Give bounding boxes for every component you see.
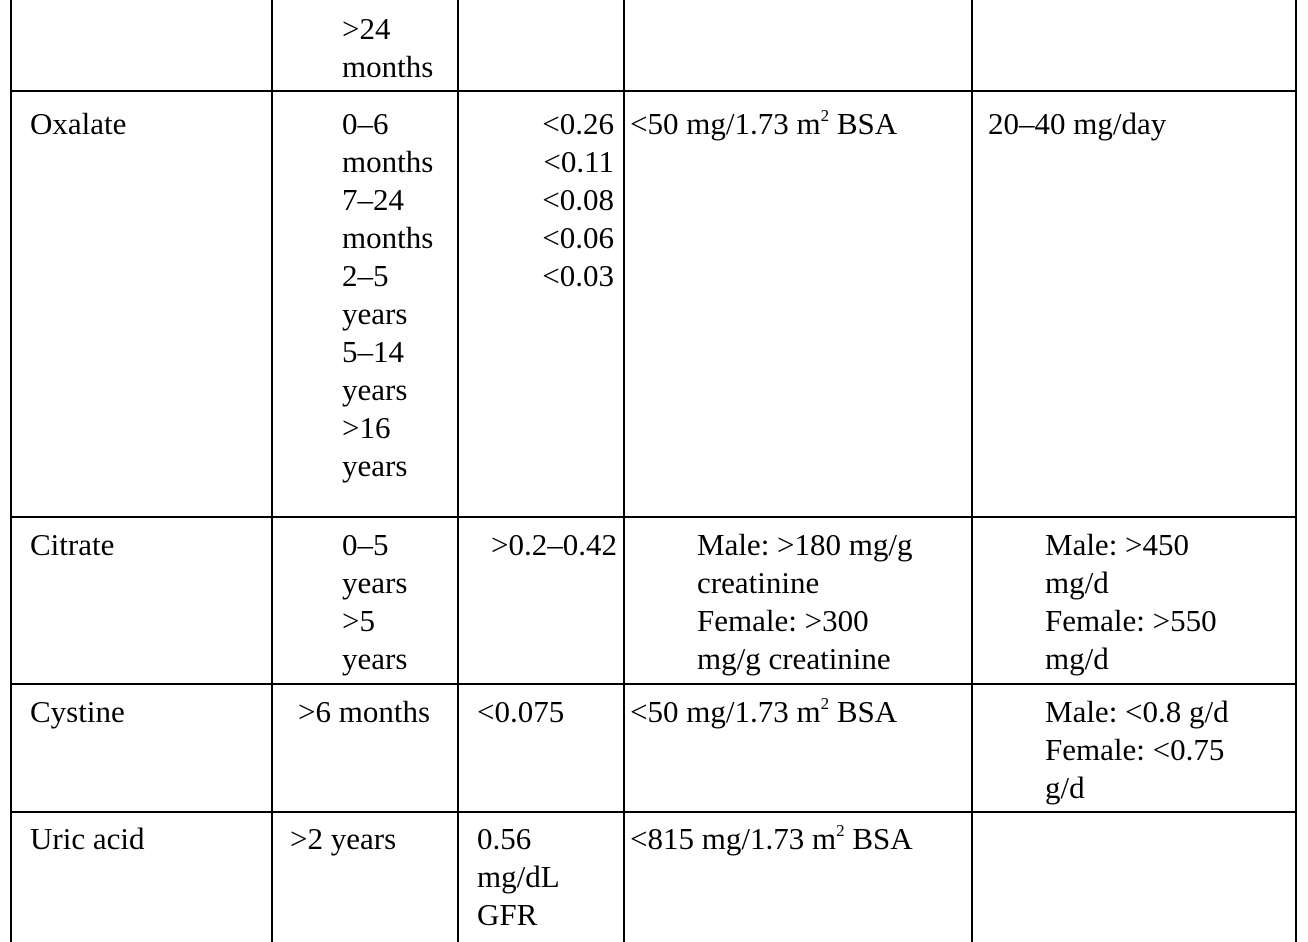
molar-ratio-line: <0.075	[477, 694, 565, 729]
per-day-line: Female: >550	[1045, 603, 1217, 638]
molar-ratio-line: mg/dL	[477, 859, 560, 894]
per-day-line: Female: <0.75	[1045, 732, 1225, 767]
age-range-line: >16	[342, 410, 391, 445]
per-day-line: mg/d	[1045, 565, 1109, 600]
grid-line-horizontal-2	[10, 516, 1297, 518]
age-range-line: years	[342, 372, 408, 407]
grid-line-vertical-1	[10, 0, 12, 942]
grid-line-horizontal-4	[10, 811, 1297, 813]
age-range-line: 7–24	[342, 182, 404, 217]
age-range-cell: 0–5 years >5 years	[342, 526, 407, 678]
grid-line-horizontal-3	[10, 683, 1297, 685]
analyte-name-cystine: Cystine	[30, 694, 125, 729]
analyte-name-uric-acid: Uric acid	[30, 821, 145, 856]
age-range-line: 0–5	[342, 527, 389, 562]
per-bsa-text: <50 mg/1.73 m	[630, 106, 821, 141]
per-day-line: Male: >450	[1045, 527, 1190, 562]
molar-ratio-cell: <0.26 <0.11 <0.08 <0.06 <0.03	[465, 105, 614, 295]
age-range-line: 5–14	[342, 334, 404, 369]
age-range-line: 2–5	[342, 258, 389, 293]
molar-ratio-line: <0.26	[542, 106, 614, 141]
per-creatinine-cell: Male: >180 mg/g creatinine Female: >300 …	[697, 526, 913, 678]
per-bsa-cell: <50 mg/1.73 m2 BSA	[630, 105, 897, 143]
per-day-line: g/d	[1045, 770, 1085, 805]
per-bsa-text: <50 mg/1.73 m	[630, 694, 821, 729]
grid-line-vertical-6	[1295, 0, 1297, 942]
molar-ratio-line: GFR	[477, 897, 538, 932]
per-creatinine-line: Female: >300	[697, 603, 869, 638]
per-creatinine-line: creatinine	[697, 565, 820, 600]
per-day-cell: 20–40 mg/day	[988, 105, 1166, 143]
age-range-line: months	[342, 144, 434, 179]
molar-ratio-cell: <0.075	[477, 693, 564, 731]
molar-ratio-cell: 0.56 mg/dL GFR	[477, 820, 560, 934]
age-range-line: years	[342, 565, 408, 600]
age-range-line: >2 years	[290, 821, 397, 856]
per-day-line: Male: <0.8 g/d	[1045, 694, 1229, 729]
molar-ratio-cell: >0.2–0.42	[465, 526, 617, 564]
per-day-line: 20–40 mg/day	[988, 106, 1167, 141]
per-bsa-unit: BSA	[829, 694, 898, 729]
superscript-exponent: 2	[836, 821, 845, 840]
age-range-cell: >2 years	[290, 820, 396, 858]
per-bsa-unit: BSA	[829, 106, 898, 141]
per-bsa-unit: BSA	[844, 821, 913, 856]
molar-ratio-line: <0.08	[542, 182, 614, 217]
grid-line-vertical-5	[971, 0, 973, 942]
superscript-exponent: 2	[820, 106, 830, 125]
age-range-cell: 0–6 months 7–24 months 2–5 years 5–14 ye…	[342, 105, 433, 485]
age-range-line: >5	[342, 603, 375, 638]
molar-ratio-line: >0.2–0.42	[491, 527, 617, 562]
molar-ratio-line: 0.56	[477, 821, 532, 856]
age-range-cell: >6 months	[298, 693, 430, 731]
age-range-line: >24	[342, 11, 391, 46]
age-range-line: months	[342, 220, 434, 255]
analyte-name-citrate: Citrate	[30, 527, 115, 562]
age-range-line: years	[342, 641, 408, 676]
age-range-cell: >24 months	[342, 10, 433, 86]
per-creatinine-line: mg/g creatinine	[697, 641, 891, 676]
per-bsa-cell: <815 mg/1.73 m2 BSA	[630, 820, 913, 858]
grid-line-vertical-2	[271, 0, 273, 942]
molar-ratio-line: <0.11	[543, 144, 614, 179]
grid-line-vertical-3	[457, 0, 459, 942]
per-day-line: mg/d	[1045, 641, 1109, 676]
age-range-line: 0–6	[342, 106, 389, 141]
age-range-line: years	[342, 448, 408, 483]
per-bsa-cell: <50 mg/1.73 m2 BSA	[630, 693, 897, 731]
per-creatinine-line: Male: >180 mg/g	[697, 527, 913, 562]
age-range-line: years	[342, 296, 408, 331]
molar-ratio-line: <0.03	[542, 258, 614, 293]
analyte-name-oxalate: Oxalate	[30, 106, 127, 141]
grid-line-vertical-4	[623, 0, 625, 942]
age-range-line: months	[342, 49, 434, 84]
superscript-exponent: 2	[820, 694, 830, 713]
age-range-line: >6 months	[298, 694, 431, 729]
per-day-cell: Male: <0.8 g/d Female: <0.75 g/d	[1045, 693, 1229, 807]
molar-ratio-line: <0.06	[542, 220, 614, 255]
per-day-cell: Male: >450 mg/d Female: >550 mg/d	[1045, 526, 1217, 678]
per-bsa-text: <815 mg/1.73 m	[630, 821, 837, 856]
grid-line-horizontal-1	[10, 90, 1297, 92]
